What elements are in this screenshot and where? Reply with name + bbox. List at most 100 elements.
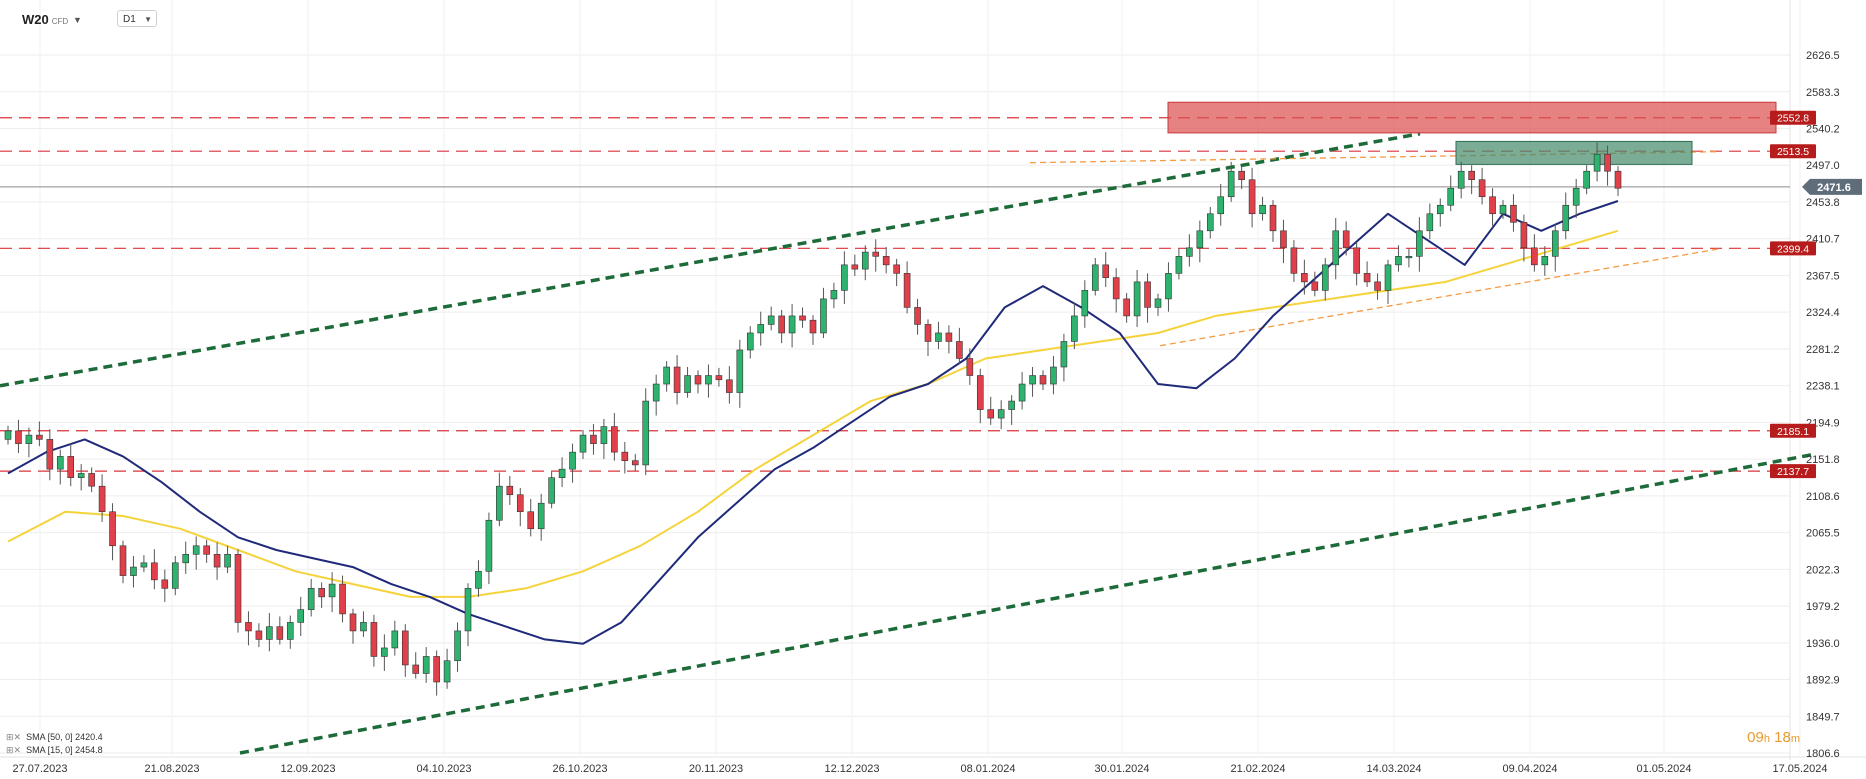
- x-tick-label: 17.05.2024: [1772, 763, 1827, 775]
- y-tick-label: 2108.6: [1806, 491, 1840, 503]
- candle-bearish: [516, 494, 524, 513]
- candle-bullish: [422, 656, 430, 674]
- candle-bearish: [956, 341, 963, 359]
- x-tick-label: 26.10.2023: [552, 763, 607, 775]
- y-tick-label: 1849.7: [1806, 711, 1840, 723]
- candle-bearish: [1123, 298, 1130, 317]
- candle-bearish: [1604, 153, 1611, 172]
- y-tick-label: 2497.0: [1806, 160, 1840, 172]
- candle-bullish: [224, 554, 231, 568]
- remove-icon[interactable]: ⊞✕: [6, 732, 22, 742]
- level-badge-label: 2185.1: [1777, 426, 1809, 438]
- candle-bearish: [15, 430, 22, 444]
- candle-bullish: [935, 332, 942, 342]
- candle-bullish: [391, 630, 399, 649]
- y-tick-label: 2540.2: [1806, 123, 1840, 135]
- candle-bearish: [1112, 277, 1120, 300]
- candle-bullish: [140, 562, 148, 568]
- candle-bearish: [401, 630, 409, 666]
- candle-bearish: [151, 562, 158, 581]
- symbol-type: CFD: [51, 17, 69, 26]
- candle-bullish: [1206, 213, 1214, 232]
- candle-bullish: [1165, 273, 1172, 300]
- candle-bearish: [370, 622, 378, 657]
- x-tick-label: 27.07.2023: [12, 763, 67, 775]
- candle-bullish: [1436, 204, 1444, 215]
- candle-bearish: [1269, 204, 1277, 232]
- candle-bullish: [307, 588, 315, 610]
- candle-bullish: [1071, 315, 1078, 342]
- candle-bullish: [1395, 256, 1402, 266]
- y-tick-label: 2324.4: [1806, 307, 1840, 319]
- candle-bullish: [381, 647, 388, 657]
- level-badge: [1770, 241, 1816, 256]
- candle-bullish: [297, 609, 305, 623]
- y-tick-label: 1892.9: [1806, 675, 1840, 687]
- candle-bullish: [56, 456, 64, 470]
- candle-bullish: [1499, 204, 1507, 215]
- candle-bullish: [820, 298, 827, 334]
- candle-bullish: [1572, 187, 1580, 206]
- candle-bearish: [433, 656, 440, 683]
- x-tick-label: 30.01.2024: [1094, 763, 1149, 775]
- candle-bullish: [548, 477, 555, 504]
- candle-bullish: [1175, 256, 1183, 274]
- candle-bullish: [1018, 383, 1026, 402]
- chevron-down-icon[interactable]: ▼: [73, 15, 82, 25]
- candle-bearish: [119, 545, 127, 576]
- candle-bullish: [485, 519, 493, 572]
- candle-bullish: [182, 554, 190, 564]
- candle-bullish: [861, 251, 869, 270]
- candle-bearish: [987, 409, 995, 419]
- resistance-zone: [1167, 101, 1777, 134]
- candle-bullish: [1029, 375, 1036, 385]
- y-tick-label: 1806.6: [1806, 748, 1840, 760]
- level-badges: 2552.8 2513.5 2399.4 2185.1 2137.7 2471.6: [1770, 110, 1862, 479]
- candle-bullish: [1384, 264, 1392, 291]
- candle-bearish: [318, 588, 325, 598]
- level-badge-label: 2399.4: [1777, 243, 1809, 255]
- current-price-label: 2471.6: [1817, 182, 1851, 194]
- symbol-selector[interactable]: W20 CFD: [22, 12, 68, 27]
- candle-bullish: [642, 400, 650, 466]
- candle-bullish: [746, 332, 754, 351]
- trendline-orange: [1159, 248, 1721, 347]
- price-axis: 2626.52583.32540.22497.02453.82410.72367…: [1806, 50, 1840, 760]
- level-badge: [1770, 110, 1816, 125]
- candle-bearish: [976, 375, 984, 410]
- sma15-line: [7, 200, 1619, 645]
- level-badge: [1770, 144, 1816, 159]
- candle-bullish: [130, 566, 137, 576]
- candle-bearish: [1248, 179, 1256, 215]
- candle-bullish: [443, 660, 451, 683]
- legend-sma15[interactable]: ⊞✕ SMA [15, 0] 2454.8: [6, 745, 103, 756]
- candle-bearish: [109, 511, 116, 547]
- candle-bullish: [1259, 204, 1266, 215]
- remove-icon[interactable]: ⊞✕: [6, 745, 22, 755]
- candle-bearish: [945, 332, 953, 342]
- candle-bullish: [496, 485, 503, 521]
- timer-hours: 09: [1747, 729, 1764, 746]
- candle-bullish: [454, 630, 461, 662]
- candle-bearish: [924, 324, 932, 342]
- candle-bearish: [1102, 264, 1110, 278]
- x-tick-label: 12.09.2023: [280, 763, 335, 775]
- candle-bearish: [527, 511, 535, 530]
- candle-bearish: [631, 460, 639, 466]
- x-tick-label: 21.08.2023: [144, 763, 199, 775]
- candle-bearish: [203, 545, 210, 555]
- candle-bearish: [1039, 375, 1047, 385]
- candle-bullish: [1583, 170, 1590, 189]
- candle-bearish: [903, 273, 911, 308]
- timer-minutes: 18: [1774, 729, 1791, 746]
- timeframe-selector[interactable]: D1 ▼: [117, 10, 157, 27]
- candle-bearish: [1238, 170, 1245, 181]
- candle-bearish: [851, 264, 859, 270]
- candle-bearish: [966, 358, 974, 376]
- legend-sma50[interactable]: ⊞✕ SMA [50, 0] 2420.4: [6, 732, 103, 743]
- candle-bearish: [36, 434, 43, 440]
- candle-bullish: [684, 375, 691, 393]
- candle-bullish: [1091, 264, 1099, 291]
- level-badge-label: 2137.7: [1777, 466, 1809, 478]
